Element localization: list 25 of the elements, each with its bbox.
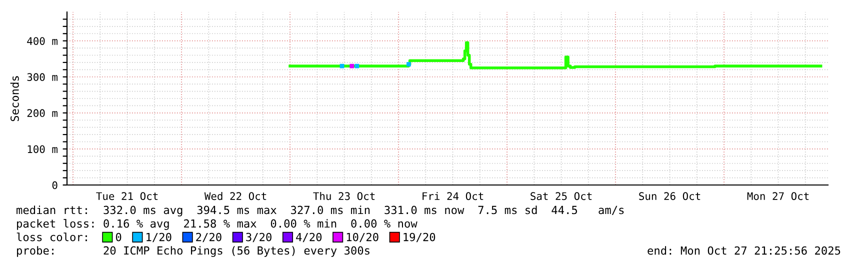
y-tick-label: 300 m (27, 73, 58, 82)
x-tick-label: Sat 25 Oct (530, 192, 592, 200)
legend-title: loss color: (16, 232, 87, 242)
y-tick-label: 100 m (28, 145, 58, 154)
text: end: Mon Oct 27 21:25:56 2025 (648, 246, 840, 255)
x-tick-label: Mon 27 Oct (747, 192, 809, 200)
legend-label: 1/20 (146, 232, 172, 242)
y-tick-label: 0 (52, 181, 58, 190)
text: probe: 20 ICMP Echo Pings (56 Bytes) every 300s (17, 246, 370, 257)
legend-label: 0 (116, 232, 122, 242)
legend-label: 10/20 (346, 232, 378, 242)
legend-label: 3/20 (246, 232, 272, 242)
text: packet loss: 0.16 % avg 21.58 % max 0.00 % min 0.00 % now (17, 219, 418, 230)
y-axis-title: Seconds (10, 76, 19, 122)
x-tick-label: Wed 22 Oct (204, 192, 266, 200)
legend-label: 19/20 (404, 232, 436, 242)
x-tick-label: Thu 23 Oct (313, 192, 375, 200)
x-tick-label: Sun 26 Oct (639, 192, 700, 200)
y-tick-label: 400 m (27, 37, 58, 45)
legend-label: 4/20 (296, 232, 322, 242)
y-tick-label: 200 m (27, 109, 58, 118)
legend-label: 2/20 (196, 232, 222, 242)
x-tick-label: Tue 21 Oct (96, 192, 158, 200)
text: median rtt: 332.0 ms avg 394.5 ms max 327.0 ms min 331.0 ms now 7.5 ms sd 44.5 am/s (16, 206, 624, 216)
x-tick-label: Fri 24 Oct (422, 192, 484, 200)
